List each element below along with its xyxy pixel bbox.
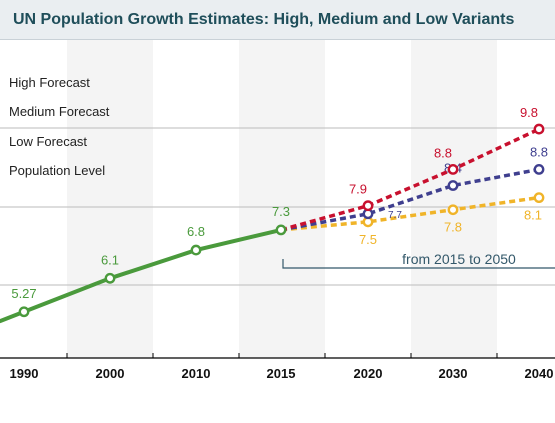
title-bar: UN Population Growth Estimates: High, Me… [0, 0, 555, 40]
data-label-history-2015: 7.3 [272, 204, 290, 219]
annotation-text: from 2015 to 2050 [402, 251, 516, 267]
data-label-low-2020: 7.5 [359, 232, 377, 247]
data-point-history-2010 [190, 244, 202, 256]
x-tick-label-2020: 2020 [354, 366, 383, 381]
population-chart: 1990 2000 2010 2015 2020 2030 2040 from 2015 to… [0, 40, 555, 381]
legend-high-forecast: High Forecast [9, 75, 90, 90]
data-point-history-2015 [275, 224, 287, 236]
data-label-medium-2040: 8.8 [530, 144, 548, 159]
data-point-low-2030 [447, 204, 459, 216]
data-point-history-1990 [18, 306, 30, 318]
data-label-high-2020: 7.9 [349, 182, 367, 197]
data-label-low-2040: 8.1 [524, 208, 542, 223]
background-band-0 [67, 40, 153, 358]
data-label-medium-2020: 7.7 [388, 210, 402, 221]
background-band-1 [239, 40, 325, 358]
x-tick-label-2000: 2000 [96, 366, 125, 381]
legend-medium-forecast: Medium Forecast [9, 104, 110, 119]
data-point-high-2030 [447, 163, 459, 175]
data-point-high-2040 [533, 123, 545, 135]
legend-population-level: Population Level [9, 163, 106, 178]
chart-title: UN Population Growth Estimates: High, Me… [13, 11, 515, 28]
data-point-medium-2040 [533, 163, 545, 175]
x-tick-label-2015: 2015 [267, 366, 296, 381]
data-point-medium-2030 [447, 180, 459, 191]
x-tick-label-2010: 2010 [182, 366, 211, 381]
data-point-high-2020 [362, 200, 374, 212]
x-tick-label-2040: 2040 [525, 366, 554, 381]
data-label-high-2030: 8.8 [434, 145, 452, 160]
x-tick-label-2030: 2030 [439, 366, 468, 381]
background-band-2 [411, 40, 497, 358]
annotation-bracket [282, 259, 555, 269]
series-line-low [280, 195, 540, 232]
data-label-history-1990: 5.27 [11, 286, 36, 301]
data-label-history-2000: 6.1 [101, 252, 119, 267]
data-point-history-2000 [104, 272, 116, 284]
data-point-low-2040 [533, 192, 545, 204]
x-tick-label-1990: 1990 [10, 366, 39, 381]
data-label-history-2010: 6.8 [187, 224, 205, 239]
series-line-medium [280, 167, 540, 232]
legend-low-forecast: Low Forecast [9, 134, 88, 149]
series-line-high [280, 127, 540, 232]
data-label-high-2040: 9.8 [520, 105, 538, 120]
data-label-low-2030: 7.8 [444, 220, 462, 235]
